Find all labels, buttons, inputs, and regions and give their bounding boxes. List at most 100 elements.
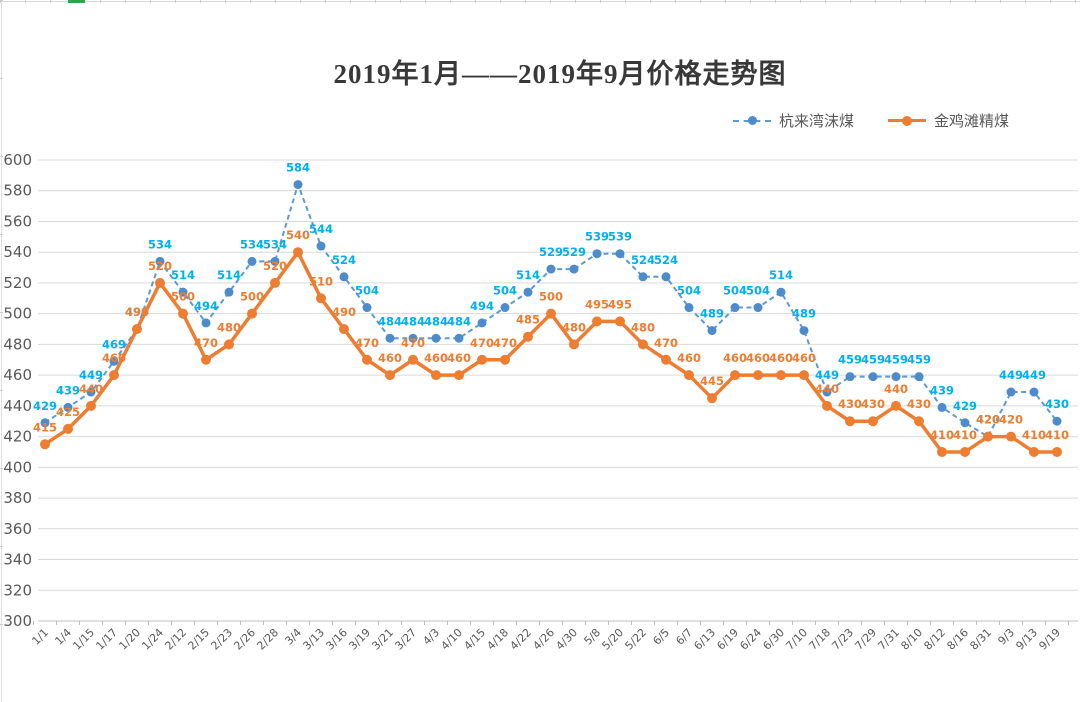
data-label: 524 [631,253,655,267]
data-label: 480 [562,320,586,334]
data-point-marker [937,402,947,412]
y-axis-tick-label: 580 [3,182,32,200]
data-label: 504 [677,284,701,298]
data-label: 410 [930,428,954,442]
legend-item-series-1[interactable]: 杭来湾沫煤 [733,110,854,131]
x-axis-label: 4/10 [438,626,465,653]
x-axis-label: 3/13 [300,626,327,653]
x-axis-label: 3/27 [392,626,419,653]
data-label: 430 [907,397,931,411]
data-label: 459 [907,353,931,367]
x-axis-label: 7/10 [783,626,810,653]
data-label: 495 [585,297,609,311]
series-1: 4294394494694905345144945145345345845445… [33,161,1069,442]
data-label: 420 [999,413,1023,427]
data-point-marker [201,354,211,365]
data-point-marker [523,287,533,297]
data-point-marker [822,400,832,411]
data-label: 504 [493,284,517,298]
data-label: 484 [401,314,425,328]
y-axis-tick-label: 320 [3,581,32,599]
data-point-marker [684,303,694,313]
data-point-marker [132,324,142,335]
x-axis-label: 4/18 [484,626,511,653]
data-label: 484 [378,314,402,328]
data-point-marker [523,331,533,342]
data-point-marker [454,370,464,381]
data-point-marker [799,370,809,381]
data-label: 495 [608,297,632,311]
data-label: 470 [470,336,494,350]
x-axis-label: 3/19 [346,626,373,653]
y-axis-tick-label: 500 [3,305,32,323]
data-label: 490 [332,305,356,319]
data-point-marker [569,264,579,274]
y-axis-tick-label: 300 [3,612,32,630]
x-axis-label: 7/23 [829,626,856,653]
data-point-marker [270,277,280,288]
chart-title: 2019年1月——2019年9月价格走势图 [333,59,787,89]
data-label: 459 [884,353,908,367]
x-axis-label: 7/31 [875,626,902,653]
data-label: 529 [539,245,563,259]
data-point-marker [316,241,326,251]
data-point-marker [868,372,878,382]
data-label: 500 [240,290,264,304]
data-label: 429 [953,399,977,413]
data-point-marker [63,402,73,412]
data-point-marker [224,287,234,297]
data-label: 514 [217,268,241,282]
data-label: 514 [171,268,195,282]
data-label: 425 [56,405,80,419]
legend-item-series-2[interactable]: 金鸡滩精煤 [888,110,1009,131]
data-label: 540 [286,228,310,242]
data-label: 539 [585,230,609,244]
data-point-marker [914,416,924,427]
data-point-marker [845,416,855,427]
data-point-marker [431,333,441,343]
y-axis-tick-label: 600 [3,151,32,169]
data-point-marker [707,393,717,404]
data-point-marker [178,287,188,297]
data-point-marker [799,326,809,336]
x-axis-label: 1/1 [29,626,51,648]
data-point-marker [707,326,717,336]
x-axis-label: 4/26 [530,626,557,653]
data-point-marker [891,400,901,411]
x-axis-label: 1/15 [70,626,97,653]
data-label: 415 [33,420,57,434]
x-axis-label: 2/26 [231,626,258,653]
chart-legend: 杭来湾沫煤 金鸡滩精煤 [733,110,1009,131]
data-label: 514 [516,268,540,282]
legend-marker-dot-orange [902,115,913,126]
data-point-marker [937,446,947,457]
data-label: 470 [654,336,678,350]
data-point-marker [155,277,165,288]
data-label: 480 [217,320,241,334]
data-point-marker [201,318,211,328]
y-axis-tick-label: 560 [3,212,32,230]
spreadsheet-row-ticks [0,0,3,702]
data-label: 460 [424,351,448,365]
spreadsheet-cell-marker [68,0,85,3]
data-label: 460 [723,351,747,365]
x-axis-label: 1/20 [116,626,143,653]
data-point-marker [546,308,556,319]
data-label: 534 [148,237,172,251]
data-point-marker [40,439,50,450]
data-label: 420 [976,413,1000,427]
y-axis-tick-label: 380 [3,489,32,507]
data-label: 469 [102,337,126,351]
legend-marker-dot-blue [747,116,757,125]
x-axis-label: 6/24 [737,626,764,653]
data-label: 470 [194,336,218,350]
legend-label-series-1: 杭来湾沫煤 [779,112,855,130]
data-label: 459 [838,353,862,367]
x-axis-label: 6/30 [760,626,787,653]
data-label: 410 [1045,428,1069,442]
data-label: 539 [608,230,632,244]
data-label: 494 [470,299,494,313]
spreadsheet-column-ticks [0,0,1080,3]
data-point-marker [1052,446,1062,457]
x-axis-label: 4/15 [461,626,488,653]
